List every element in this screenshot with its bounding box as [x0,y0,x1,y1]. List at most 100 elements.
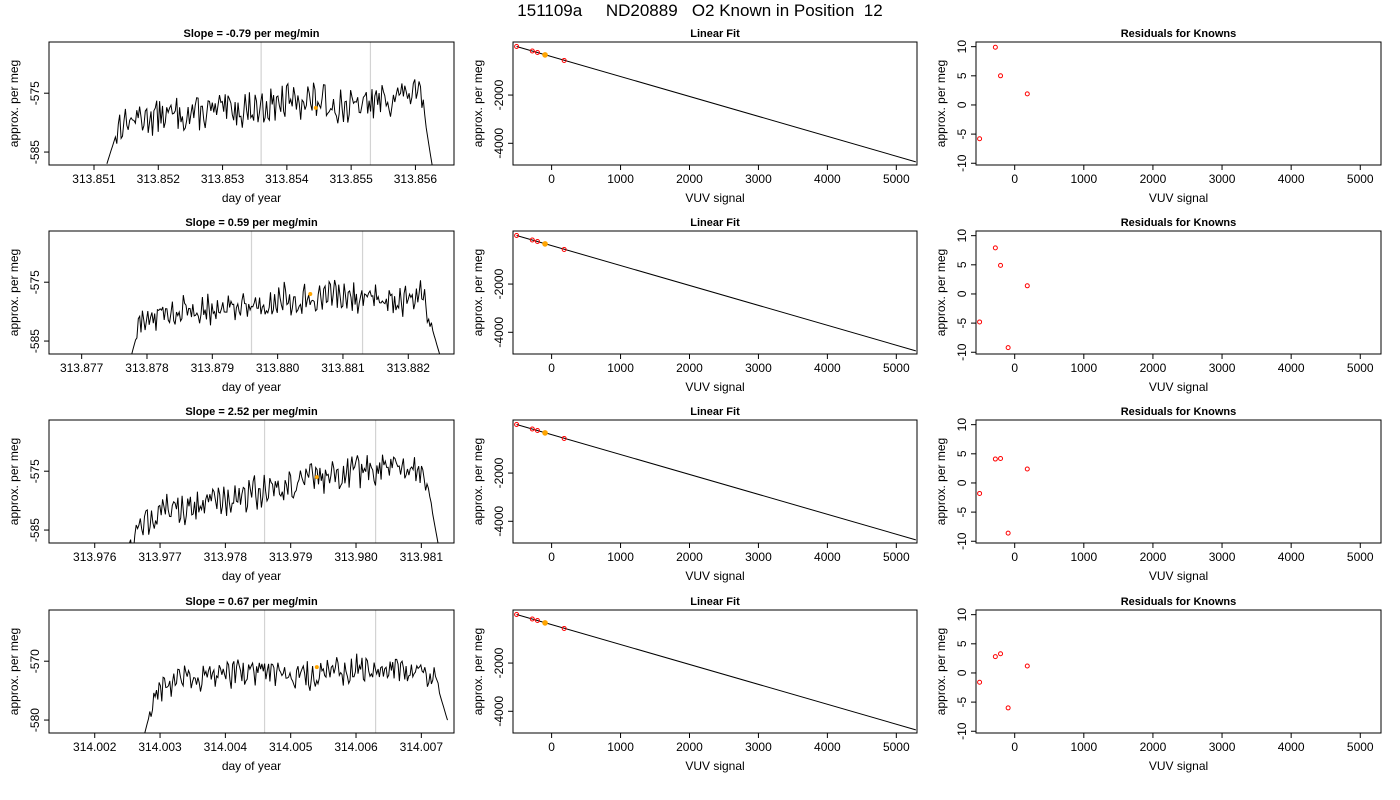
y-tick-label: -575 [28,459,42,483]
x-tick-label: 313.882 [387,361,431,375]
x-tick-label: 1000 [607,172,634,186]
y-tick-label: -575 [28,270,42,294]
x-tick-label: 313.879 [191,361,235,375]
y-tick-label: -4000 [492,506,506,537]
x-tick-label: 2000 [1140,361,1167,375]
plot-frame [512,230,918,355]
plot-frame [48,41,455,166]
x-tick-label: 1000 [1070,361,1097,375]
highlight-point [314,475,319,480]
residual-point [977,136,983,142]
y-tick-label: -585 [28,329,42,353]
residual-point [1024,283,1030,289]
fit-line [516,234,916,352]
trace-line [144,653,448,733]
data-point [561,246,567,252]
plot-area [144,610,448,733]
plot-area [514,611,916,731]
y-tick-label: -10 [955,722,969,740]
panel-r3c2: Residuals for Knowns 0 1000 2000 3000 4000 500… [934,596,1382,773]
y-tick-label: 0 [955,669,969,676]
plot-frame [975,41,1382,166]
data-point [561,435,567,441]
y-tick-label: -580 [28,708,42,732]
x-tick-label: 4000 [814,550,841,564]
x-tick-label: 4000 [1278,361,1305,375]
y-axis-label: approx. per meg [7,249,21,336]
residual-point [977,679,983,685]
residual-point [977,319,983,325]
panel-title: Linear Fit [690,406,740,418]
x-tick-label: 313.976 [73,550,117,564]
residual-point [998,455,1004,461]
x-tick-label: 5000 [883,740,910,754]
plot-area [514,232,916,352]
x-tick-label: 3000 [745,361,772,375]
x-tick-label: 0 [548,550,555,564]
y-tick-label: 10 [955,418,969,432]
x-axis-label: VUV signal [685,191,744,205]
plot-area [977,44,1030,142]
x-tick-label: 314.004 [204,740,248,754]
x-tick-label: 313.977 [138,550,182,564]
highlight-point [313,105,318,110]
x-tick-label: 313.856 [394,172,438,186]
x-tick-label: 4000 [814,740,841,754]
residual-point [1005,345,1011,351]
y-tick-label: -5 [955,317,969,328]
y-tick-label: -5 [955,128,969,139]
panel-r0c0: Slope = -0.79 per meg/min 313.851 313.852 3… [7,28,455,205]
plot-frame [512,609,918,734]
y-tick-label: 0 [955,101,969,108]
x-tick-label: 313.878 [125,361,169,375]
x-axis-label: VUV signal [1149,759,1208,773]
y-axis-label: approx. per meg [7,438,21,525]
data-point [534,617,540,623]
x-tick-label: 2000 [676,550,703,564]
x-axis-label: VUV signal [685,380,744,394]
x-axis-label: day of year [222,569,281,583]
y-tick-label: 5 [955,72,969,79]
y-tick-label: -585 [28,518,42,542]
residual-point [1005,530,1011,536]
highlight-point [542,620,548,626]
y-tick-label: -2000 [492,647,506,678]
x-tick-label: 313.852 [137,172,181,186]
x-tick-label: 3000 [1209,361,1236,375]
plot-frame [975,609,1382,734]
panel-title: Slope = 2.52 per meg/min [185,406,318,418]
x-tick-label: 1000 [1070,172,1097,186]
y-tick-label: 0 [955,290,969,297]
residual-point [992,44,998,50]
y-tick-label: 5 [955,450,969,457]
y-tick-label: 10 [955,608,969,622]
x-tick-label: 0 [548,172,555,186]
data-point [534,238,540,244]
x-tick-label: 2000 [676,740,703,754]
x-tick-label: 313.979 [269,550,313,564]
residual-point [977,490,983,496]
plot-frame [512,419,918,544]
x-tick-label: 313.877 [60,361,104,375]
x-tick-label: 0 [1011,172,1018,186]
page-title: 151109a ND20889 O2 Known in Position 12 [517,1,883,20]
x-tick-label: 4000 [1278,740,1305,754]
x-axis-label: day of year [222,380,281,394]
residual-point [992,654,998,660]
y-tick-label: 5 [955,640,969,647]
x-tick-label: 2000 [676,172,703,186]
y-axis-label: approx. per meg [934,249,948,336]
y-tick-label: -570 [28,649,42,673]
data-point [534,49,540,55]
plot-area [106,42,433,165]
x-axis-label: day of year [222,759,281,773]
trace-line [106,79,433,165]
x-tick-label: 3000 [1209,740,1236,754]
panel-title: Residuals for Knowns [1121,217,1237,229]
data-point [529,48,535,54]
data-point [529,237,535,243]
residual-point [1024,91,1030,97]
y-tick-label: -4000 [492,696,506,727]
x-tick-label: 313.855 [329,172,373,186]
